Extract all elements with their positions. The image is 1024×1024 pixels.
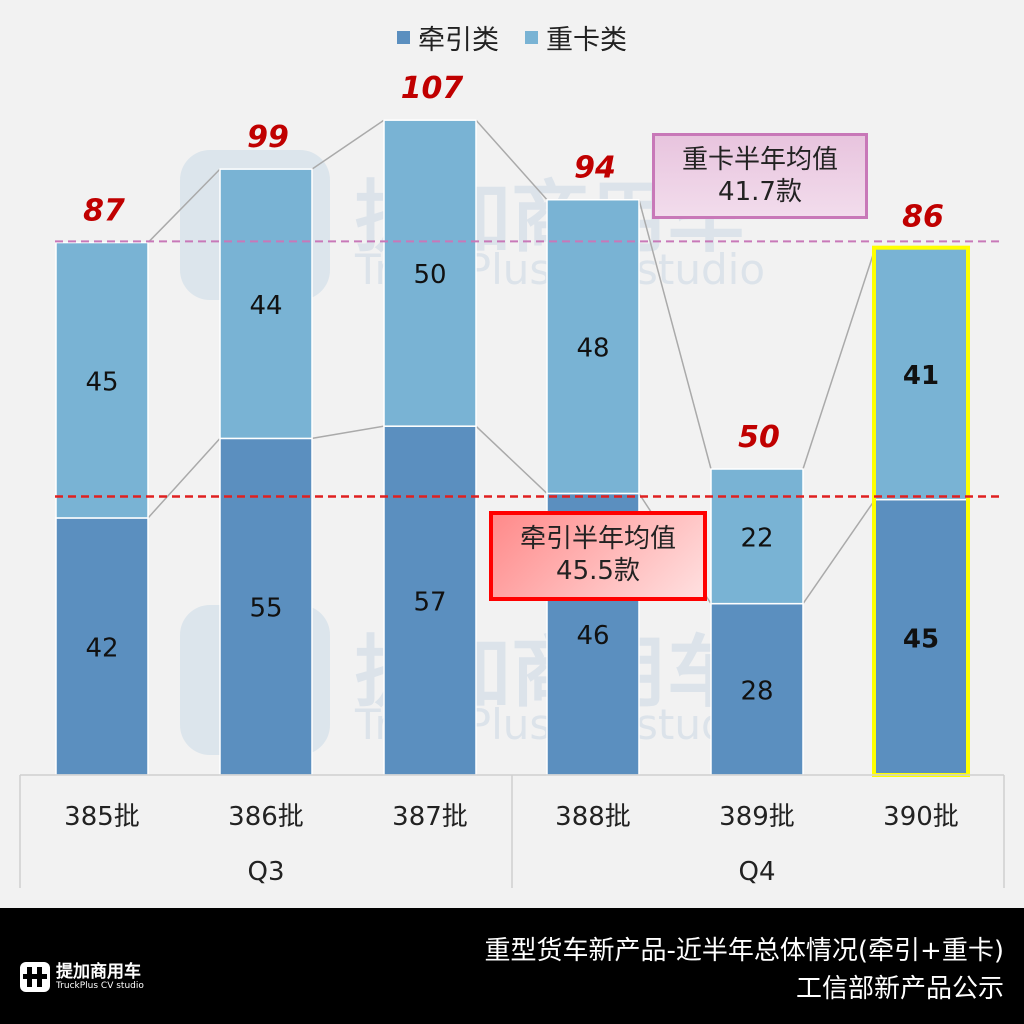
tractor-avg-value: 45.5款 [556, 556, 640, 586]
legend-item-tractor: 牵引类 [397, 18, 499, 57]
logo-cn-text: 提加商用车 [56, 961, 141, 982]
value-label-tractor: 28 [740, 676, 773, 706]
value-label-tractor: 55 [249, 594, 282, 624]
value-label-heavy: 41 [903, 361, 939, 391]
x-tick-label: 385批 [64, 802, 140, 832]
series-line-total [802, 248, 876, 470]
legend-swatch-heavy [525, 31, 538, 44]
total-label: 50 [738, 420, 780, 455]
bar-tractor [219, 437, 313, 776]
series-line-tractor [147, 437, 221, 519]
total-label: 107 [401, 71, 464, 106]
x-tick-label: 386批 [228, 802, 304, 832]
value-label-tractor: 57 [413, 588, 446, 618]
chart-title: 重型货车新产品-近半年总体情况(牵引+重卡) [484, 936, 1004, 966]
heavy-avg-value: 41.7款 [718, 177, 802, 207]
tractor-avg-label: 牵引半年均值 [519, 524, 676, 554]
x-tick-label: 387批 [392, 802, 468, 832]
value-label-heavy: 45 [85, 367, 118, 397]
group-label: Q4 [738, 857, 775, 887]
series-line-total [147, 168, 221, 244]
value-label-heavy: 22 [740, 523, 773, 553]
value-label-tractor: 42 [85, 633, 118, 663]
group-label: Q3 [247, 857, 284, 887]
bar-heavy [874, 247, 968, 501]
bar-heavy [383, 119, 477, 427]
bar-tractor [55, 517, 149, 776]
bar-tractor [874, 498, 968, 776]
value-label-tractor: 45 [903, 624, 939, 654]
value-label-tractor: 46 [576, 621, 609, 651]
footer-bar: 提加商用车 TruckPlus CV studio 重型货车新产品-近半年总体情… [0, 908, 1024, 1024]
bar-heavy [219, 168, 313, 440]
series-line-total [311, 119, 385, 170]
heavy-avg-label: 重卡半年均值 [681, 145, 838, 175]
stacked-bar-chart: 42 45 87 385批 55 44 99 386批 57 50 107 387批 46 48 94 388… [19, 71, 1005, 888]
chart-subtitle: 工信部新产品公示 [795, 974, 1004, 1004]
series-line-tractor [802, 499, 876, 605]
total-label: 86 [902, 200, 944, 235]
footer-title: 重型货车新产品-近半年总体情况(牵引+重卡) 工信部新产品公示 [485, 932, 1004, 1008]
legend: 牵引类 重卡类 [0, 18, 1024, 57]
bar-heavy [710, 468, 804, 605]
tractor-avg-annotation: 牵引半年均值 45.5款 [489, 511, 707, 601]
value-label-heavy: 50 [413, 260, 446, 290]
bar-heavy [55, 241, 149, 519]
bar-heavy [546, 198, 640, 495]
legend-item-heavy: 重卡类 [525, 18, 627, 57]
total-label: 87 [83, 194, 125, 229]
footer-logo: 提加商用车 TruckPlus CV studio [20, 962, 144, 992]
logo-en-text: TruckPlus CV studio [56, 980, 144, 991]
legend-swatch-tractor [397, 31, 410, 44]
series-line-tractor [311, 425, 385, 440]
x-tick-label: 389批 [719, 802, 795, 832]
series-line-tractor [475, 425, 548, 495]
series-line-total [638, 199, 712, 470]
legend-label-tractor: 牵引类 [418, 25, 499, 56]
total-label: 94 [574, 151, 616, 186]
value-label-heavy: 44 [249, 291, 282, 321]
x-tick-label: 390批 [883, 802, 959, 832]
value-label-heavy: 48 [576, 334, 609, 364]
truckplus-logo-icon [20, 962, 50, 992]
legend-label-heavy: 重卡类 [546, 25, 627, 56]
bar-tractor [383, 425, 477, 776]
total-label: 99 [247, 120, 289, 155]
x-tick-label: 388批 [555, 802, 631, 832]
series-line-total [475, 119, 548, 201]
bar-tractor [710, 602, 804, 776]
heavy-avg-annotation: 重卡半年均值 41.7款 [652, 133, 868, 219]
